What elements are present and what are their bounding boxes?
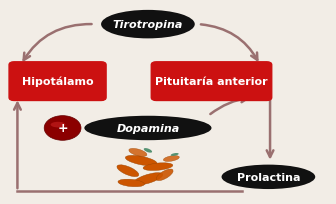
Ellipse shape [84,116,211,141]
Ellipse shape [44,116,81,141]
FancyBboxPatch shape [151,62,272,101]
Text: Prolactina: Prolactina [237,172,300,182]
Ellipse shape [125,156,157,166]
Ellipse shape [171,153,179,156]
Text: Pituitaría anterior: Pituitaría anterior [155,77,268,87]
Ellipse shape [143,163,173,171]
Text: +: + [57,122,68,135]
Ellipse shape [129,149,147,157]
Ellipse shape [117,165,139,177]
Ellipse shape [51,122,66,128]
Ellipse shape [221,165,315,189]
Ellipse shape [118,179,144,187]
Ellipse shape [163,156,179,162]
Text: Dopamina: Dopamina [116,123,179,133]
Ellipse shape [156,169,173,181]
Ellipse shape [144,148,152,153]
Text: Hipotálamo: Hipotálamo [22,76,93,87]
Text: Tirotropina: Tirotropina [113,20,183,30]
Ellipse shape [133,173,163,185]
Ellipse shape [101,11,195,39]
FancyBboxPatch shape [9,62,106,101]
